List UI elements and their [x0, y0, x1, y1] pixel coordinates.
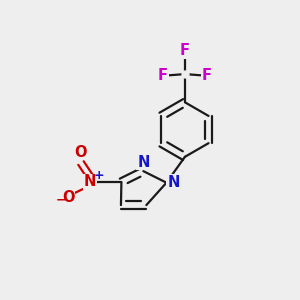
Text: N: N — [84, 175, 96, 190]
Text: O: O — [62, 190, 74, 205]
Text: N: N — [167, 175, 179, 190]
Text: F: F — [202, 68, 212, 83]
Text: −: − — [56, 193, 66, 206]
Text: F: F — [158, 68, 168, 83]
Text: F: F — [180, 43, 190, 58]
Text: +: + — [94, 169, 104, 182]
Text: O: O — [75, 145, 87, 160]
Text: N: N — [137, 154, 149, 169]
